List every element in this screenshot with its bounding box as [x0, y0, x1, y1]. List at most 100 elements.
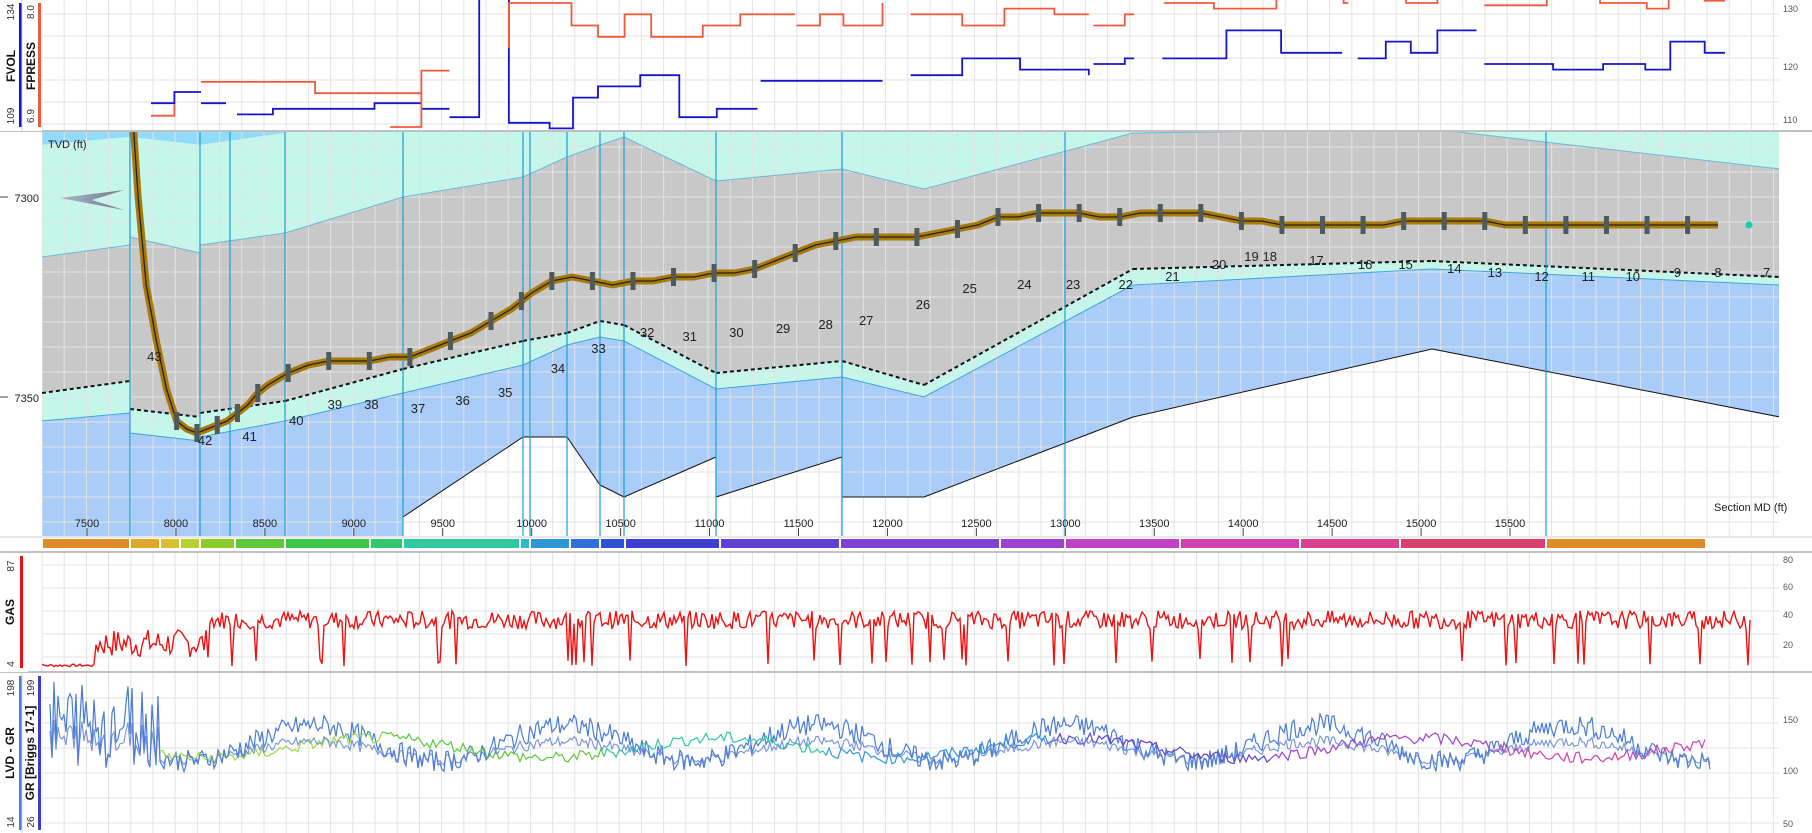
gas-max: 87 [6, 560, 17, 572]
x-axis-ticks: 7500 8000 8500 9000 9500 10000 10500 11000 11500… [75, 518, 1525, 536]
grey-zone [285, 197, 403, 401]
strip-segment [43, 539, 129, 548]
gr-briggs-curve [49, 719, 1711, 767]
lower-cyan-zone [1432, 261, 1779, 285]
target-top-dashed [42, 380, 131, 394]
base-boundary [566, 436, 601, 486]
cyan-bottom-boundary [129, 432, 201, 442]
base-boundary [402, 436, 524, 518]
top-grid [41, 0, 1779, 130]
station-label: 7 [1763, 265, 1770, 280]
survey-marker [995, 208, 1001, 226]
x-tick-label: 7500 [75, 518, 99, 530]
below-section [600, 485, 624, 536]
lvd-gr-min: 14 [6, 816, 17, 828]
fpress-color-bar [38, 3, 41, 127]
section-grid [42, 132, 1779, 536]
station-label: 11 [1581, 269, 1595, 284]
fvol-step-segment [237, 107, 325, 116]
cyan-bottom-boundary [599, 336, 625, 342]
top-boundary [42, 244, 131, 258]
survey-marker [488, 312, 494, 330]
fault-lines [129, 132, 1547, 536]
top-right-tick-120: 120 [1783, 62, 1798, 72]
section-x-label: Section MD (ft) [1714, 502, 1787, 514]
fvol-step-segment [1093, 57, 1135, 65]
fpress-step-segment [910, 7, 1089, 27]
north-arrow-icon [60, 190, 124, 210]
strip-segment [371, 539, 402, 548]
zone-color-strip [43, 539, 1705, 548]
station-label: 41 [242, 429, 256, 444]
station-label: 39 [328, 397, 342, 412]
gas-label: GAS [3, 599, 17, 625]
strip-segment [236, 539, 284, 548]
lower-cyan-zone [130, 409, 200, 441]
survey-marker [255, 384, 261, 402]
lower-blue-zone [285, 393, 403, 536]
survey-marker [285, 364, 291, 382]
gas-right-tick-60: 60 [1783, 582, 1793, 592]
survey-marker [174, 412, 180, 430]
station-label: 25 [962, 281, 976, 296]
cyan-bottom-boundary [199, 420, 286, 438]
survey-marker [1117, 208, 1123, 226]
top-boundary [1453, 132, 1779, 170]
x-tick-label: 10500 [605, 518, 636, 530]
lvd-gr-label: LVD - GR [3, 727, 17, 779]
fpress-step-segment [1093, 13, 1135, 27]
station-label: 29 [776, 321, 790, 336]
station-label: 9 [1674, 265, 1681, 280]
upper-cyan-zone [523, 132, 567, 177]
x-tick-label: 8000 [164, 518, 188, 530]
lvd-gr-max: 198 [6, 679, 17, 696]
below-section [1133, 349, 1432, 536]
survey-marker [1563, 216, 1569, 234]
station-label: 26 [916, 297, 930, 312]
target-top-dashed [284, 368, 404, 402]
survey-marker [873, 228, 879, 246]
y-tick-7350: 7350 [15, 393, 39, 405]
top-boundary [623, 136, 717, 182]
x-tick-label: 8500 [253, 518, 277, 530]
strip-segment [1301, 539, 1399, 548]
fvol-step-segment [324, 102, 422, 110]
fvol-step-segment [910, 57, 1090, 77]
strip-segment [201, 539, 234, 548]
station-label: 19 [1244, 249, 1258, 264]
gas-curve [42, 608, 1751, 668]
station-label: 20 [1212, 257, 1226, 272]
top-boundary [715, 168, 843, 182]
strip-segment [721, 539, 839, 548]
x-tick-label: 13500 [1139, 518, 1170, 530]
gas-grid [41, 553, 1779, 671]
lower-cyan-zone [403, 341, 523, 393]
top-boundary [284, 196, 404, 234]
gr-curve [49, 681, 1711, 774]
survey-marker [214, 416, 220, 434]
target-top-dashed [623, 324, 717, 374]
fpress-label: FPRESS [24, 42, 38, 90]
x-tick-label: 9000 [342, 518, 366, 530]
target-top-dashed [715, 360, 843, 374]
survey-marker [366, 352, 372, 370]
station-label: 27 [859, 313, 873, 328]
grey-zone [624, 137, 716, 373]
station-label: 13 [1488, 265, 1502, 280]
top-boundary [599, 136, 625, 146]
strip-segment [161, 539, 179, 548]
gas-gutter [0, 553, 28, 672]
lower-blue-zone [924, 285, 1133, 497]
gr-panel-bg [0, 673, 1812, 833]
fvol-label: FVOL [4, 50, 18, 82]
target-top-dashed [841, 360, 925, 386]
station-label: 42 [198, 433, 212, 448]
station-label: 24 [1017, 277, 1031, 292]
strip-segment [131, 539, 159, 548]
survey-marker [1522, 216, 1528, 234]
survey-marker [954, 220, 960, 238]
lower-cyan-zone [624, 325, 716, 389]
target-top-dashed [1132, 260, 1433, 270]
upper-cyan-zone [842, 132, 924, 189]
cyan-bottom-boundary [284, 392, 404, 422]
